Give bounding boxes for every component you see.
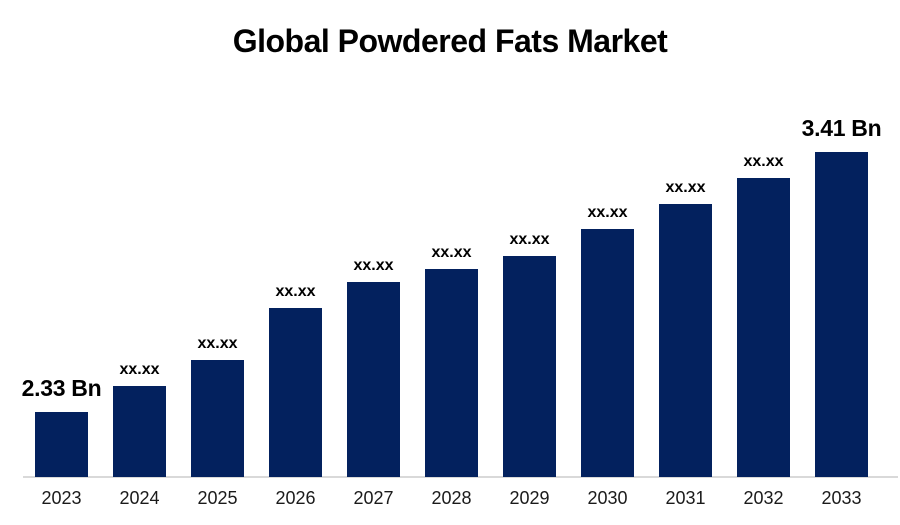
bar-2033 — [815, 152, 868, 477]
bar-2024 — [113, 386, 166, 477]
chart-title: Global Powdered Fats Market — [232, 23, 668, 59]
x-tick-label-2025: 2025 — [197, 488, 238, 508]
bar-column-2023: 2.33 Bn — [21, 375, 102, 477]
bar-value-label-2029: xx.xx — [509, 231, 550, 248]
x-axis-line — [23, 476, 898, 478]
x-tick-label-2033: 2033 — [821, 488, 862, 508]
bar-value-label-2024: xx.xx — [119, 361, 160, 378]
bar-value-label-2023: 2.33 Bn — [21, 375, 102, 401]
bar-column-2024: xx.xx — [101, 361, 179, 477]
bar-column-2030: xx.xx — [569, 204, 647, 477]
x-tick-label-2026: 2026 — [275, 488, 316, 508]
x-tick-label-2032: 2032 — [743, 488, 784, 508]
bar-2030 — [581, 229, 634, 477]
bar-column-2029: xx.xx — [491, 231, 569, 477]
bar-2031 — [659, 204, 712, 477]
bar-2028 — [425, 269, 478, 477]
bar-value-label-2030: xx.xx — [587, 204, 628, 221]
x-tick-label-2030: 2030 — [587, 488, 628, 508]
x-tick-label-2027: 2027 — [353, 488, 394, 508]
bar-2032 — [737, 178, 790, 477]
bar-column-2032: xx.xx — [725, 153, 803, 477]
bar-2025 — [191, 360, 244, 477]
bar-2026 — [269, 308, 322, 477]
bar-value-label-2028: xx.xx — [431, 244, 472, 261]
bar-value-label-2025: xx.xx — [197, 335, 238, 352]
bar-column-2027: xx.xx — [335, 257, 413, 477]
bar-column-2028: xx.xx — [413, 244, 491, 477]
bar-2023 — [35, 412, 88, 477]
x-tick-label-2029: 2029 — [509, 488, 550, 508]
bar-value-label-2033: 3.41 Bn — [801, 115, 882, 141]
x-tick-label-2023: 2023 — [41, 488, 82, 508]
bar-column-2031: xx.xx — [647, 179, 725, 477]
x-tick-label-2028: 2028 — [431, 488, 472, 508]
bar-value-label-2032: xx.xx — [743, 153, 784, 170]
x-tick-label-2024: 2024 — [119, 488, 160, 508]
bar-2029 — [503, 256, 556, 477]
bar-column-2025: xx.xx — [179, 335, 257, 477]
bar-value-label-2026: xx.xx — [275, 283, 316, 300]
bar-value-label-2031: xx.xx — [665, 179, 706, 196]
bar-value-label-2027: xx.xx — [353, 257, 394, 274]
bar-column-2026: xx.xx — [257, 283, 335, 477]
bar-2027 — [347, 282, 400, 477]
x-tick-label-2031: 2031 — [665, 488, 706, 508]
bar-column-2033: 3.41 Bn — [801, 115, 882, 477]
